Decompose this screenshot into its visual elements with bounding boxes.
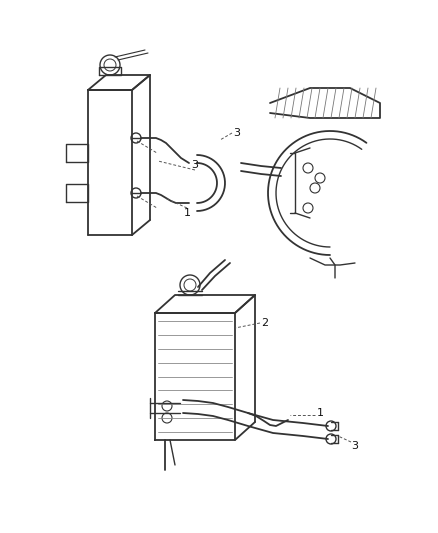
Text: 1: 1 (184, 208, 191, 218)
Text: 3: 3 (233, 128, 240, 138)
Text: 2: 2 (261, 318, 268, 328)
Text: 3: 3 (191, 160, 198, 170)
Text: 3: 3 (352, 441, 358, 451)
Text: 1: 1 (317, 408, 324, 418)
